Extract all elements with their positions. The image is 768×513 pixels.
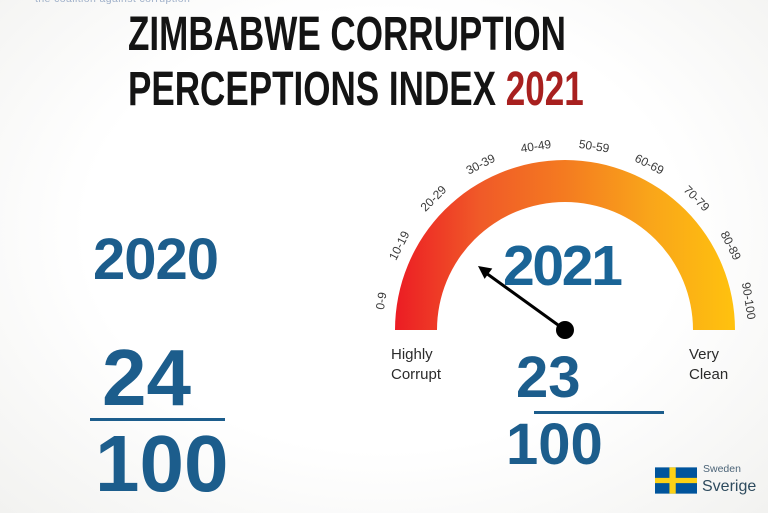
svg-text:90-100: 90-100 xyxy=(739,281,759,320)
svg-text:60-69: 60-69 xyxy=(633,151,667,178)
svg-text:10-19: 10-19 xyxy=(386,228,413,262)
svg-text:50-59: 50-59 xyxy=(578,137,611,156)
svg-text:20-29: 20-29 xyxy=(418,182,450,214)
svg-text:40-49: 40-49 xyxy=(520,137,553,156)
svg-text:0-9: 0-9 xyxy=(373,291,390,311)
svg-text:70-79: 70-79 xyxy=(681,183,713,215)
svg-text:30-39: 30-39 xyxy=(464,151,498,178)
svg-text:80-89: 80-89 xyxy=(718,229,745,263)
